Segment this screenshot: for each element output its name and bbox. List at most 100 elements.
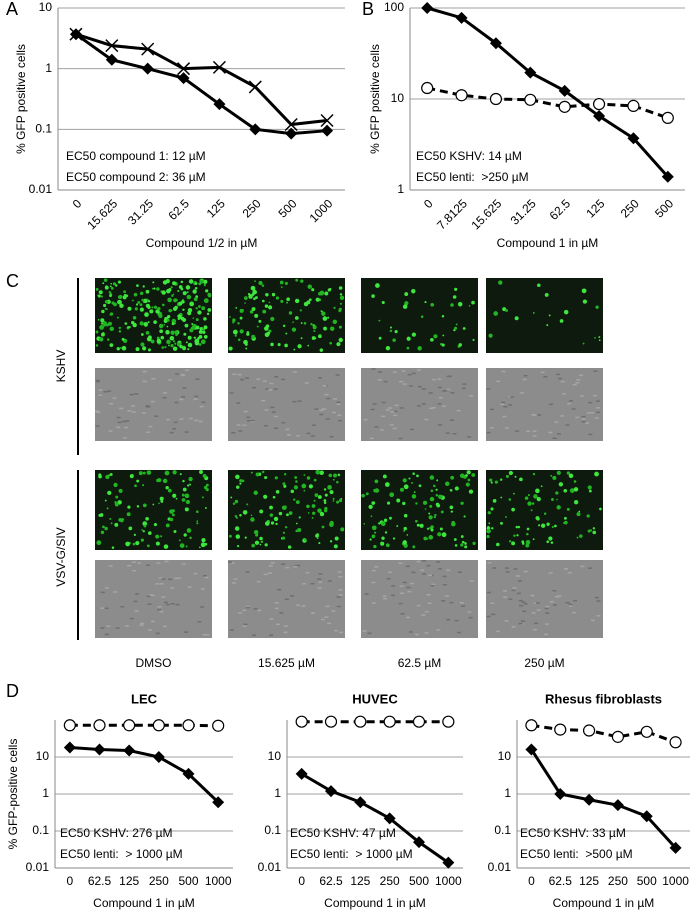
texture xyxy=(386,409,390,411)
texture xyxy=(450,419,454,421)
cell-spot xyxy=(533,538,535,540)
texture xyxy=(333,398,337,400)
cell-spot xyxy=(286,297,290,301)
cell-spot xyxy=(527,528,530,531)
texture xyxy=(254,608,258,610)
cell-spot xyxy=(486,529,491,534)
cell-spot xyxy=(251,472,253,474)
texture xyxy=(100,627,104,629)
cell-spot xyxy=(168,309,171,312)
texture xyxy=(137,562,141,564)
cell-spot xyxy=(312,517,314,519)
cell-spot xyxy=(167,298,172,303)
texture xyxy=(496,631,500,633)
cell-spot xyxy=(251,544,255,548)
cell-spot xyxy=(276,490,280,494)
cell-spot xyxy=(199,330,203,334)
cell-spot xyxy=(412,494,417,499)
texture xyxy=(268,572,272,574)
cell-spot xyxy=(245,537,247,539)
cell-spot xyxy=(311,288,314,291)
texture xyxy=(429,392,433,394)
texture xyxy=(200,606,204,608)
cell-spot xyxy=(109,518,111,520)
texture xyxy=(519,623,523,625)
texture xyxy=(417,369,421,371)
cell-spot xyxy=(175,299,178,302)
texture xyxy=(403,383,407,385)
cell-spot xyxy=(425,508,427,510)
cell-spot xyxy=(110,312,113,315)
cell-spot xyxy=(428,535,433,540)
cell-spot xyxy=(152,504,154,506)
y-tick-label: 0.1 xyxy=(32,823,49,837)
cell-spot xyxy=(236,485,239,488)
cell-spot xyxy=(375,480,379,484)
cell-spot xyxy=(330,490,334,494)
cell-spot xyxy=(194,297,198,301)
cell-spot xyxy=(229,535,232,538)
cell-spot xyxy=(487,526,489,528)
cell-spot xyxy=(306,505,310,509)
cell-spot xyxy=(513,493,515,495)
cell-spot xyxy=(113,303,117,307)
cell-spot xyxy=(245,347,247,349)
cell-spot xyxy=(188,477,192,481)
cell-spot xyxy=(115,496,118,499)
texture xyxy=(301,605,305,607)
cell-spot xyxy=(140,342,144,346)
cell-spot xyxy=(187,348,189,350)
cell-spot xyxy=(438,495,442,499)
cell-spot xyxy=(263,495,267,499)
x-tick-label: 500 xyxy=(409,874,429,888)
cell-spot xyxy=(207,308,211,312)
cell-spot xyxy=(204,284,206,286)
cell-spot xyxy=(453,295,457,299)
texture xyxy=(545,623,549,625)
cell-spot xyxy=(175,330,179,334)
panel-label: D xyxy=(6,681,19,701)
cell-spot xyxy=(242,309,244,311)
cell-spot xyxy=(157,307,160,310)
cell-spot xyxy=(541,524,545,528)
texture xyxy=(148,629,152,631)
texture xyxy=(283,632,287,634)
cell-spot xyxy=(114,523,118,527)
x-tick-label: 62.5 xyxy=(166,196,193,223)
texture xyxy=(145,405,149,407)
cell-spot xyxy=(123,290,126,293)
cell-spot xyxy=(229,316,231,318)
texture xyxy=(326,398,330,400)
cell-spot xyxy=(420,524,424,528)
marker xyxy=(612,799,624,811)
texture xyxy=(324,616,328,618)
texture xyxy=(327,623,331,625)
texture xyxy=(548,432,552,434)
cell-spot xyxy=(140,308,144,312)
cell-spot xyxy=(104,278,108,282)
cell-spot xyxy=(381,537,384,540)
texture xyxy=(442,405,446,407)
cell-spot xyxy=(271,521,274,524)
cell-spot xyxy=(382,301,385,304)
cell-spot xyxy=(441,510,444,513)
cell-spot xyxy=(141,529,143,531)
texture xyxy=(98,394,102,396)
x-tick-label: 125 xyxy=(204,196,228,220)
cell-spot xyxy=(140,293,142,295)
cell-spot xyxy=(173,530,176,533)
cell-spot xyxy=(255,541,259,545)
texture xyxy=(140,624,144,626)
texture xyxy=(324,394,328,396)
cell-spot xyxy=(256,472,260,476)
cell-spot xyxy=(261,540,264,543)
cell-spot xyxy=(469,305,471,307)
x-axis-label: Compound 1/2 in µM xyxy=(146,236,258,250)
texture xyxy=(163,626,167,628)
cell-spot xyxy=(195,287,198,290)
cell-spot xyxy=(172,509,175,512)
texture xyxy=(194,420,198,422)
texture xyxy=(339,594,343,596)
cell-spot xyxy=(299,516,301,518)
annotation: EC50 lenti: > 1000 µM xyxy=(60,847,183,861)
